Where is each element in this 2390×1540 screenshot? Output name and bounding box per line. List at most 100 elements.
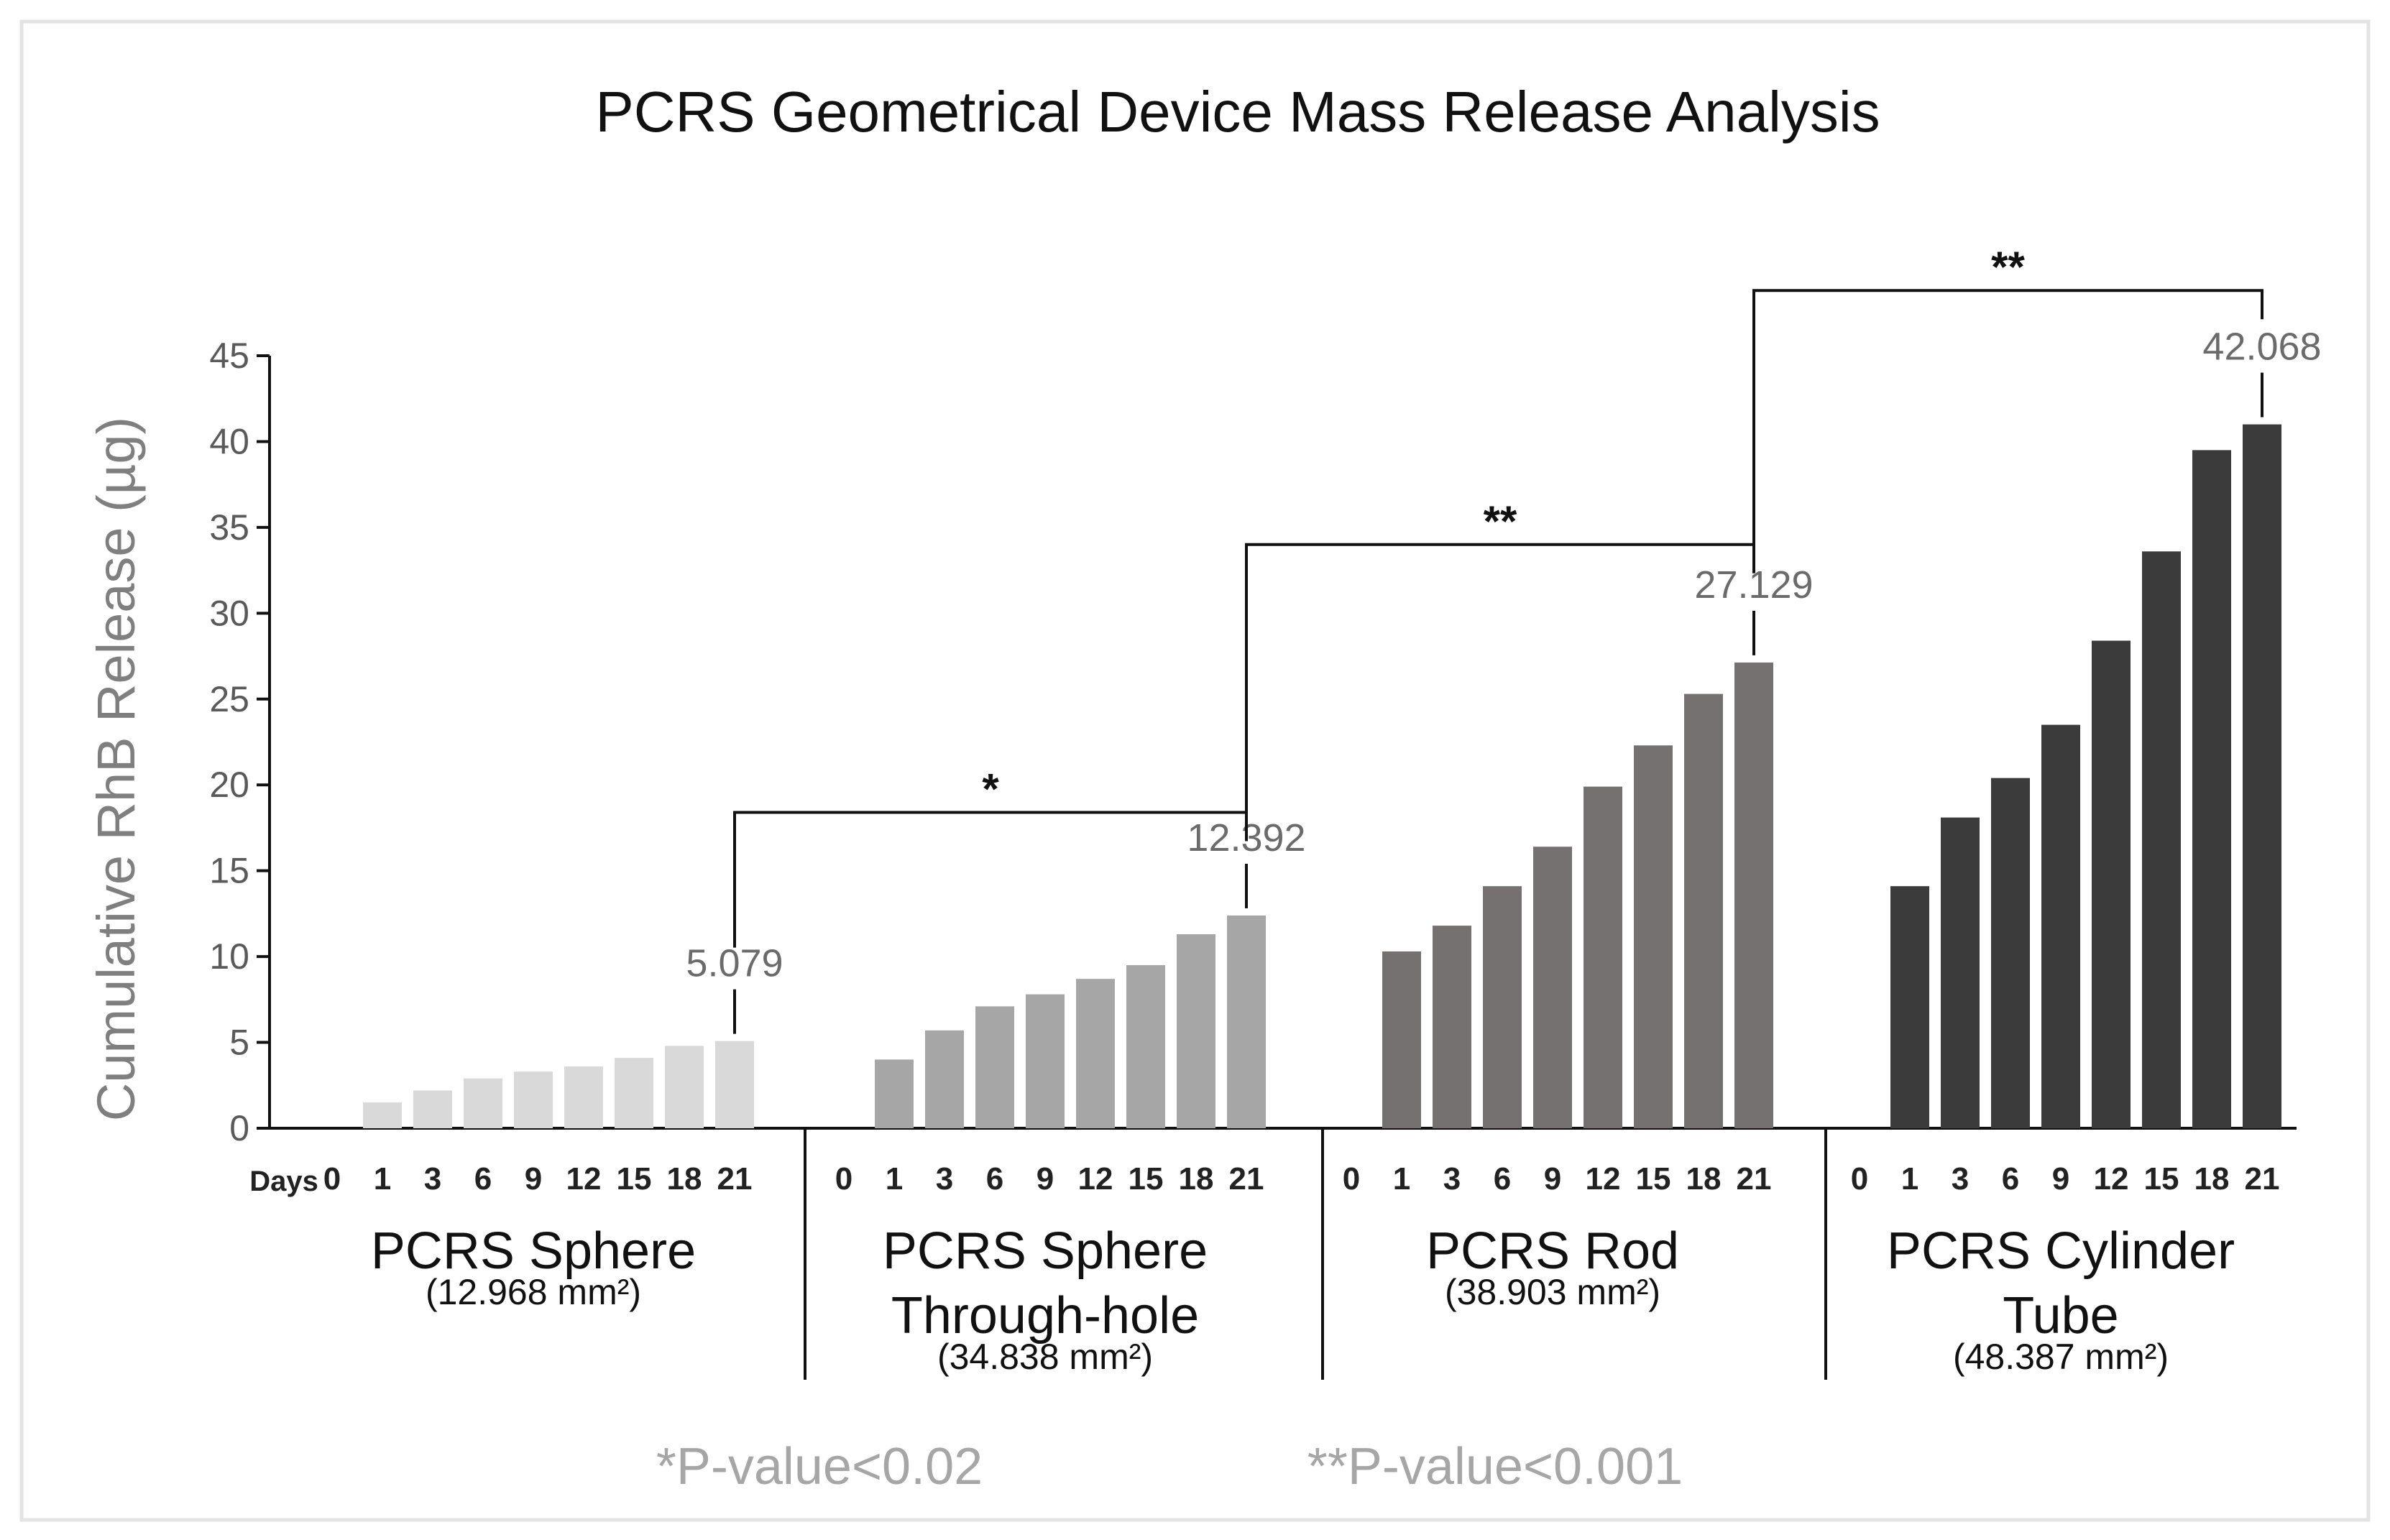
x-tick-label: 3	[1952, 1161, 1969, 1197]
bar	[1227, 915, 1266, 1128]
significance-bracket	[1245, 543, 1755, 822]
x-tick-label: 3	[1443, 1161, 1461, 1197]
y-tick-label: 5	[229, 1023, 249, 1063]
y-tick-label: 20	[209, 765, 249, 805]
x-tick-label: 1	[886, 1161, 903, 1197]
group-area-label: (34.838 mm²)	[937, 1337, 1153, 1377]
x-tick-label: 18	[1179, 1161, 1214, 1197]
bar	[925, 1030, 964, 1128]
x-tick-label: 21	[2245, 1161, 2280, 1197]
x-tick-label: 0	[1343, 1161, 1360, 1197]
group-label: PCRS Sphere	[883, 1222, 1208, 1280]
y-tick-label: 15	[209, 851, 249, 891]
group-area-label: (12.968 mm²)	[426, 1272, 641, 1312]
bar	[363, 1102, 402, 1128]
x-tick-label: 15	[2144, 1161, 2179, 1197]
bar	[1634, 745, 1673, 1128]
bar	[1684, 693, 1723, 1128]
significance-label: **	[1991, 243, 2025, 291]
footnote-single-star: *P-value<0.02	[656, 1438, 983, 1495]
bar	[1584, 786, 1622, 1128]
group-area-label: (48.387 mm²)	[1953, 1337, 2169, 1377]
bar	[1177, 934, 1215, 1128]
group-label: PCRS Rod	[1426, 1222, 1679, 1280]
significance-label: **	[1484, 497, 1517, 545]
bar	[665, 1046, 704, 1128]
bar	[2243, 424, 2281, 1128]
x-tick-label: 1	[1901, 1161, 1918, 1197]
x-tick-label: 9	[1037, 1161, 1054, 1197]
bar	[1382, 951, 1421, 1128]
chart-title: PCRS Geometrical Device Mass Release Ana…	[595, 80, 1880, 144]
x-tick-label: 21	[1737, 1161, 1772, 1197]
bar	[1533, 847, 1572, 1128]
x-tick-label: 12	[1078, 1161, 1113, 1197]
bar	[514, 1071, 553, 1128]
bar	[1941, 817, 1980, 1128]
y-axis-label: Cumulative RhB Release (µg)	[86, 417, 146, 1121]
bar	[1483, 886, 1522, 1128]
bar	[1026, 994, 1065, 1128]
x-tick-label: 18	[667, 1161, 702, 1197]
x-tick-label: 6	[986, 1161, 1003, 1197]
bar	[1076, 979, 1115, 1128]
x-tick-label: 6	[1494, 1161, 1511, 1197]
group-area-label: (38.903 mm²)	[1445, 1272, 1660, 1312]
x-tick-label: 15	[617, 1161, 652, 1197]
bar	[413, 1090, 452, 1128]
footnote-double-star: **P-value<0.001	[1307, 1438, 1683, 1495]
y-tick-label: 30	[209, 593, 249, 633]
x-tick-label: 12	[2094, 1161, 2129, 1197]
x-tick-label: 1	[1393, 1161, 1410, 1197]
significance-label: *	[982, 765, 999, 813]
bar	[2041, 724, 2080, 1128]
x-tick-label: 0	[835, 1161, 852, 1197]
y-tick-label: 35	[209, 507, 249, 548]
y-tick-label: 10	[209, 936, 249, 977]
bar	[975, 1006, 1014, 1128]
bar	[715, 1041, 754, 1128]
x-tick-label: 0	[323, 1161, 341, 1197]
bar	[2142, 551, 2181, 1128]
y-tick-label: 40	[209, 421, 249, 461]
bar	[2092, 640, 2131, 1128]
bar	[1890, 886, 1929, 1128]
x-tick-label: 18	[2194, 1161, 2230, 1197]
group-label: Tube	[2003, 1287, 2118, 1345]
y-tick-label: 0	[229, 1108, 249, 1148]
x-tick-label: 18	[1686, 1161, 1722, 1197]
bar	[564, 1066, 603, 1128]
significance-bracket	[1752, 289, 2263, 569]
x-tick-label: 21	[1229, 1161, 1264, 1197]
x-tick-label: 3	[936, 1161, 953, 1197]
y-tick-label: 45	[209, 336, 249, 376]
significance-bracket	[733, 811, 1248, 948]
x-tick-label: 6	[474, 1161, 492, 1197]
x-tick-label: 3	[424, 1161, 441, 1197]
bar	[1433, 926, 1471, 1128]
bar	[875, 1059, 914, 1128]
x-tick-label: 15	[1129, 1161, 1164, 1197]
x-tick-label: 12	[1586, 1161, 1621, 1197]
bar	[615, 1058, 653, 1128]
data-label: 42.068	[2202, 326, 2321, 369]
x-tick-label: 15	[1636, 1161, 1671, 1197]
x-tick-label: 9	[1544, 1161, 1561, 1197]
bar	[1991, 778, 2030, 1128]
x-tick-label: 12	[566, 1161, 602, 1197]
x-tick-label: 6	[2002, 1161, 2019, 1197]
x-tick-label: 9	[525, 1161, 542, 1197]
bar	[1126, 965, 1165, 1128]
group-label: Through-hole	[891, 1287, 1199, 1345]
y-tick-label: 25	[209, 679, 249, 719]
x-tick-label: 0	[1851, 1161, 1868, 1197]
bar	[464, 1078, 502, 1128]
bar	[2192, 450, 2231, 1128]
bar	[1734, 662, 1773, 1128]
group-label: PCRS Sphere	[371, 1222, 696, 1280]
chart-frame	[19, 19, 2371, 1522]
x-tick-label: 1	[374, 1161, 391, 1197]
x-axis-prefix: Days	[249, 1166, 318, 1197]
